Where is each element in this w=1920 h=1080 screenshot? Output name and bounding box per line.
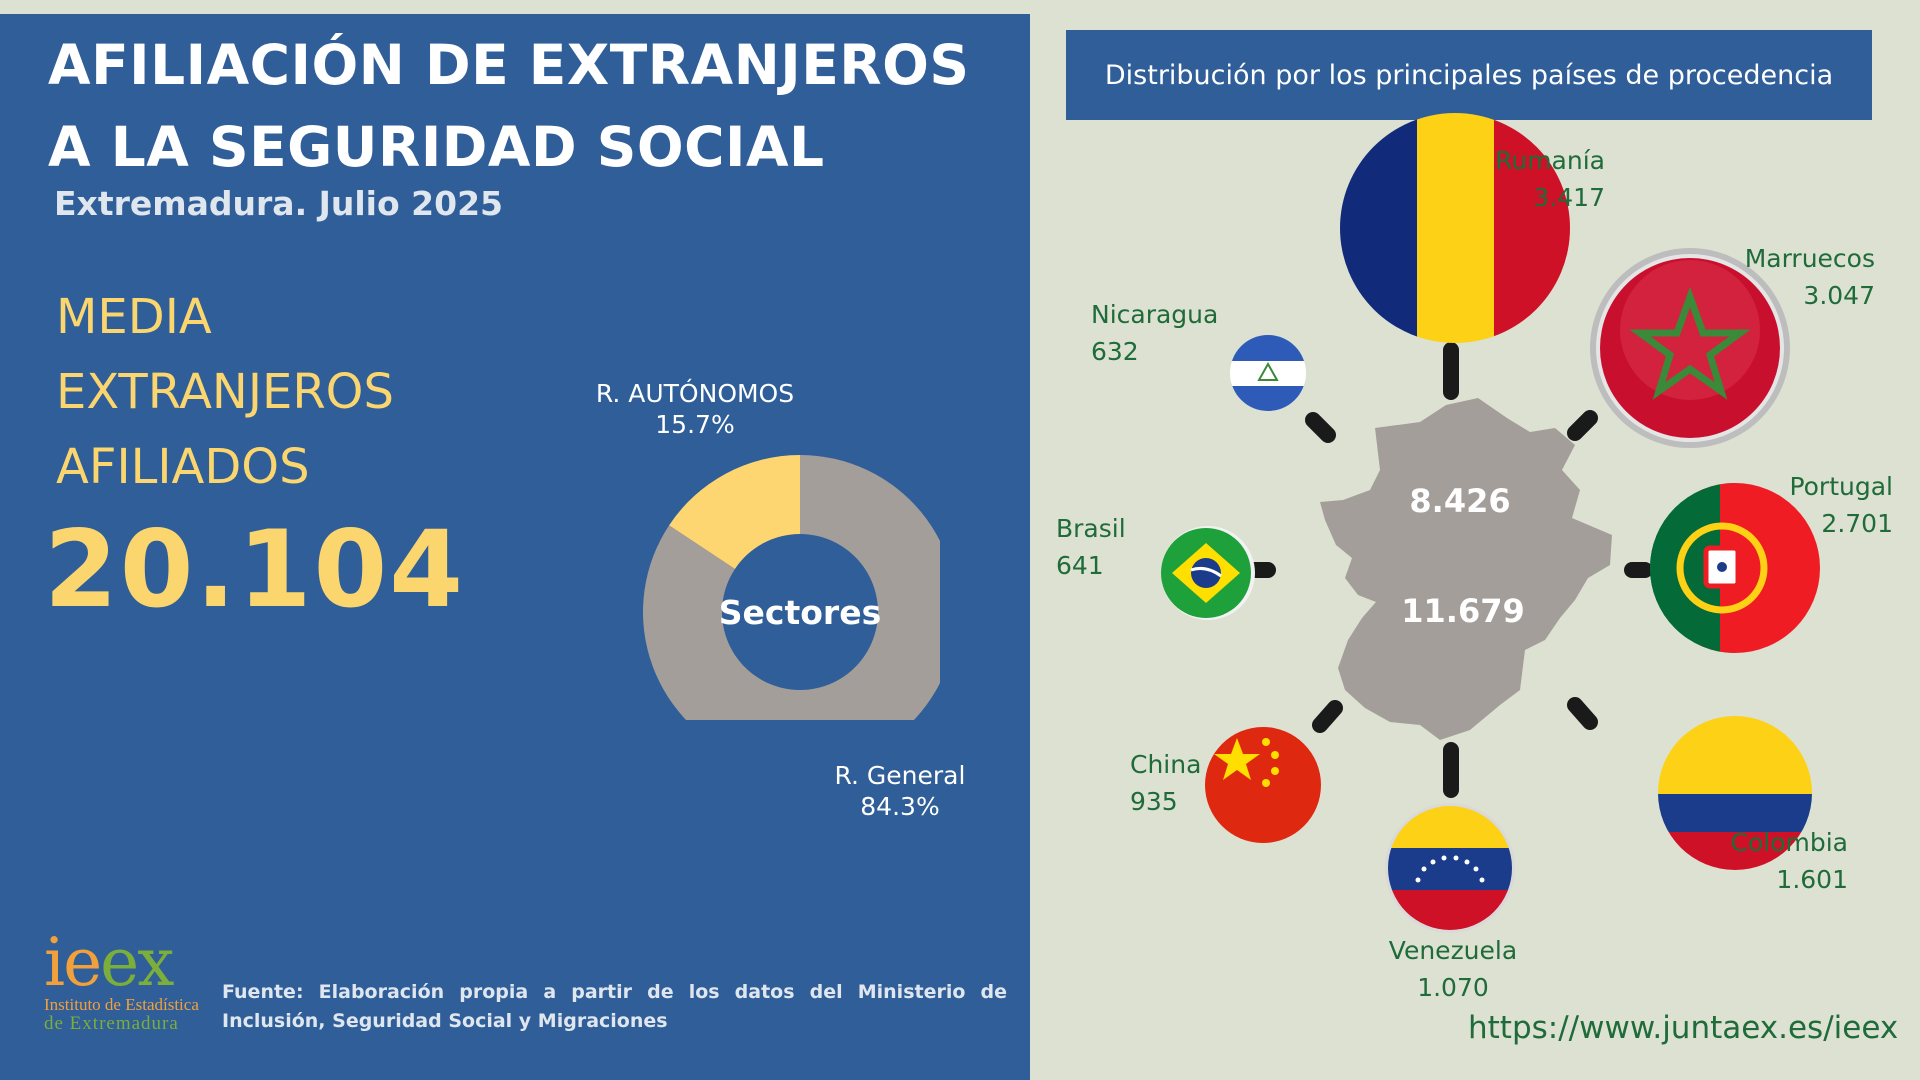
title-line-2: A LA SEGURIDAD SOCIAL: [48, 115, 825, 179]
source-note: Fuente: Elaboración propia a partir de l…: [222, 981, 1007, 1032]
nicaragua-flag-icon: [1230, 335, 1306, 411]
country-label-rumania: Rumanía 3.417: [1495, 142, 1605, 216]
map-value-bottom: 11.679: [1401, 592, 1525, 630]
media-label-line-2: EXTRANJEROS: [56, 364, 394, 420]
country-label-marruecos: Marruecos 3.047: [1745, 240, 1875, 314]
rumania-name: Rumanía: [1495, 146, 1605, 175]
media-value: 20.104: [44, 508, 466, 631]
donut-center-label: Sectores: [719, 593, 881, 632]
portugal-value: 2.701: [1821, 509, 1893, 538]
autonomos-name: R. AUTÓNOMOS: [595, 379, 795, 408]
logo-line-1: Instituto de Estadística: [44, 995, 199, 1014]
portugal-name: Portugal: [1789, 472, 1893, 501]
general-name: R. General: [834, 761, 966, 790]
subtitle: Extremadura. Julio 2025: [54, 184, 503, 223]
sectores-donut-chart: Sectores: [643, 455, 940, 720]
country-label-china: China 935: [1130, 746, 1201, 820]
morocco-flag-icon: [1590, 248, 1790, 448]
marruecos-value: 3.047: [1803, 281, 1875, 310]
brasil-value: 641: [1056, 551, 1104, 580]
nicaragua-value: 632: [1091, 337, 1139, 366]
country-label-portugal: Portugal 2.701: [1789, 468, 1893, 542]
logo-line-2: de Extremadura: [44, 1013, 179, 1034]
rumania-value: 3.417: [1533, 183, 1605, 212]
page-title: AFILIACIÓN DE EXTRANJEROS A LA SEGURIDAD…: [48, 24, 970, 188]
ieex-logo: ieex Instituto de Estadística de Extrema…: [44, 930, 214, 1034]
distribution-header: Distribución por los principales países …: [1066, 30, 1872, 120]
donut-label-general: R. General 84.3%: [820, 760, 980, 822]
autonomos-value: 15.7%: [655, 410, 735, 439]
donut-label-autonomos: R. AUTÓNOMOS 15.7%: [590, 378, 800, 440]
media-label: MEDIA EXTRANJEROS AFILIADOS: [56, 280, 394, 505]
nicaragua-name: Nicaragua: [1091, 300, 1219, 329]
media-label-line-1: MEDIA: [56, 289, 212, 345]
colombia-name: Colombia: [1730, 828, 1848, 857]
venezuela-flag-icon: [1385, 803, 1515, 933]
china-flag-icon: [1205, 727, 1321, 843]
media-label-line-3: AFILIADOS: [56, 439, 310, 495]
venezuela-value: 1.070: [1417, 973, 1489, 1002]
extremadura-map: [1320, 398, 1612, 740]
website-link[interactable]: https://www.juntaex.es/ieex: [1468, 1010, 1899, 1046]
donut-slice-autonomos: [669, 455, 800, 569]
brazil-flag-icon: [1161, 526, 1255, 620]
marruecos-name: Marruecos: [1744, 244, 1875, 273]
logo-letters: ieex: [44, 924, 174, 1001]
connector-lines: [1247, 342, 1653, 798]
venezuela-name: Venezuela: [1388, 936, 1518, 965]
colombia-value: 1.601: [1776, 865, 1848, 894]
country-label-colombia: Colombia 1.601: [1731, 824, 1848, 898]
country-label-brasil: Brasil 641: [1056, 510, 1126, 584]
country-label-nicaragua: Nicaragua 632: [1091, 296, 1218, 370]
map-value-top: 8.426: [1409, 482, 1511, 520]
colombia-flag-icon: [1658, 716, 1812, 870]
general-value: 84.3%: [860, 792, 940, 821]
china-name: China: [1130, 750, 1202, 779]
title-line-1: AFILIACIÓN DE EXTRANJEROS: [48, 33, 970, 97]
country-label-venezuela: Venezuela 1.070: [1370, 932, 1536, 1006]
countries-figure: [1161, 113, 1820, 933]
donut-slice-general: [643, 455, 940, 720]
china-value: 935: [1130, 787, 1178, 816]
brasil-name: Brasil: [1056, 514, 1126, 543]
